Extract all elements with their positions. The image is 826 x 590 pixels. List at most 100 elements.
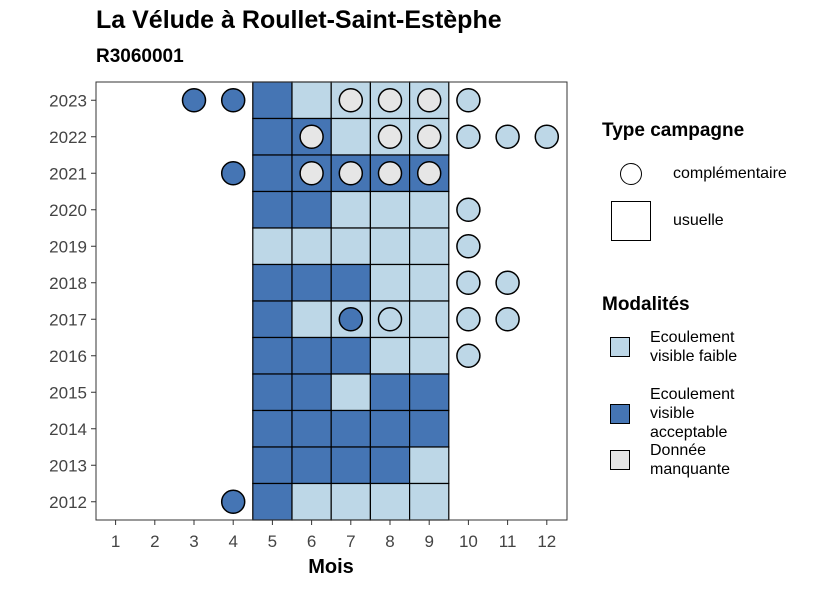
- heatmap-cell: [291, 190, 332, 229]
- y-tick-label: 2018: [49, 274, 87, 293]
- heatmap-cell: [409, 263, 450, 302]
- legend-type-title: Type campagne: [602, 120, 745, 141]
- y-tick-label: 2015: [49, 383, 87, 402]
- heatmap-cell: [369, 373, 411, 412]
- heatmap-cell: [291, 81, 332, 120]
- y-tick-label: 2012: [49, 493, 87, 512]
- heatmap-cell: [252, 263, 293, 302]
- panel-border: [95, 81, 568, 521]
- heatmap-cell: [291, 263, 332, 302]
- data-point: [220, 161, 246, 186]
- legend-item-manquante: Donnée manquante: [610, 441, 755, 479]
- heatmap-cell: [369, 263, 411, 302]
- x-tick-label: 12: [537, 532, 556, 551]
- x-tick-label: 1: [111, 532, 120, 551]
- data-point: [456, 124, 481, 149]
- data-point: [181, 88, 207, 113]
- heatmap-cell: [291, 300, 332, 339]
- heatmap-cell: [252, 81, 293, 120]
- usuelle-cells: [252, 81, 450, 521]
- heatmap-cell: [369, 446, 411, 485]
- heatmap-cell: [252, 482, 293, 521]
- data-point: [495, 270, 520, 295]
- chart-title: La Vélude à Roullet-Saint-Estèphe: [96, 6, 502, 34]
- y-tick-label: 2023: [49, 91, 87, 110]
- square-key-icon: [611, 201, 651, 241]
- data-point: [220, 88, 246, 113]
- x-tick-label: 8: [385, 532, 394, 551]
- heatmap-cell: [369, 227, 411, 266]
- heatmap-cell: [252, 300, 293, 339]
- data-point: [416, 161, 442, 186]
- heatmap-cell: [330, 373, 372, 412]
- heatmap-cell: [369, 190, 411, 229]
- legend-label-acceptable: Ecoulement visible acceptable: [650, 386, 735, 441]
- legend-label-faible: Ecoulement visible faible: [650, 329, 738, 365]
- data-point: [456, 88, 481, 113]
- data-point: [338, 161, 364, 186]
- x-tick-label: 10: [459, 532, 478, 551]
- chart-subtitle: R3060001: [96, 46, 184, 67]
- legend-item-usuelle: usuelle: [611, 201, 724, 241]
- y-tick-label: 2017: [49, 310, 87, 329]
- legend-item-acceptable: Ecoulement visible acceptable: [610, 385, 755, 442]
- legend-type-campagne: Type campagne: [602, 120, 744, 142]
- data-point: [338, 307, 364, 332]
- data-point: [299, 124, 324, 149]
- x-axis-title: Mois: [308, 556, 354, 578]
- x-tick-label: 9: [424, 532, 433, 551]
- heatmap-cell: [291, 409, 332, 448]
- legend-modalites-title: Modalités: [602, 294, 690, 315]
- data-point: [377, 88, 403, 113]
- data-point: [299, 161, 324, 186]
- y-tick-label: 2022: [49, 128, 87, 147]
- heatmap-cell: [330, 482, 372, 521]
- y-tick-label: 2014: [49, 420, 87, 439]
- y-tick-label: 2013: [49, 456, 87, 475]
- heatmap-cell: [252, 446, 293, 485]
- data-point: [416, 88, 442, 113]
- y-tick-label: 2021: [49, 164, 87, 183]
- legend-item-faible: Ecoulement visible faible: [610, 328, 755, 366]
- x-tick-label: 2: [150, 532, 159, 551]
- heatmap-cell: [252, 154, 293, 193]
- y-tick-label: 2019: [49, 237, 87, 256]
- heatmap-cell: [330, 227, 372, 266]
- y-tick-label: 2020: [49, 201, 87, 220]
- heatmap-cell: [252, 227, 293, 266]
- data-point: [456, 307, 481, 332]
- heatmap-cell: [330, 336, 372, 375]
- data-point: [456, 234, 481, 259]
- data-point: [416, 124, 442, 149]
- y-tick-label: 2016: [49, 347, 87, 366]
- heatmap-cell: [369, 336, 411, 375]
- legend-modalites: Modalités: [602, 294, 690, 316]
- complementaire-points: [181, 88, 560, 514]
- legend-label-complementaire: complémentaire: [673, 165, 787, 182]
- legend-item-complementaire: complémentaire: [620, 163, 787, 185]
- faible-swatch-icon: [610, 337, 630, 357]
- data-point: [456, 343, 481, 368]
- heatmap-cell: [330, 446, 372, 485]
- acceptable-swatch-icon: [610, 403, 630, 424]
- legend-label-usuelle: usuelle: [673, 212, 724, 229]
- heatmap-cell: [330, 263, 372, 302]
- data-point: [456, 197, 481, 222]
- heatmap-cell: [409, 373, 450, 412]
- heatmap-cell: [291, 482, 332, 521]
- heatmap-cell: [291, 446, 332, 485]
- heatmap-cell: [291, 336, 332, 375]
- heatmap-cell: [330, 190, 372, 229]
- heatmap-cell: [409, 482, 450, 521]
- heatmap-cell: [330, 117, 372, 156]
- heatmap-cell: [409, 190, 450, 229]
- data-point: [377, 161, 403, 186]
- heatmap-cell: [291, 227, 332, 266]
- data-point: [220, 489, 246, 514]
- data-point: [338, 88, 364, 113]
- x-tick-label: 5: [268, 532, 277, 551]
- x-axis: 1 2 3 4 5 6 7 8 9 10 11 12: [111, 520, 556, 551]
- x-tick-label: 4: [228, 532, 237, 551]
- y-axis: 2012 2013 2014 2015 2016 2017 2018 2019 2020 2021…: [49, 91, 96, 512]
